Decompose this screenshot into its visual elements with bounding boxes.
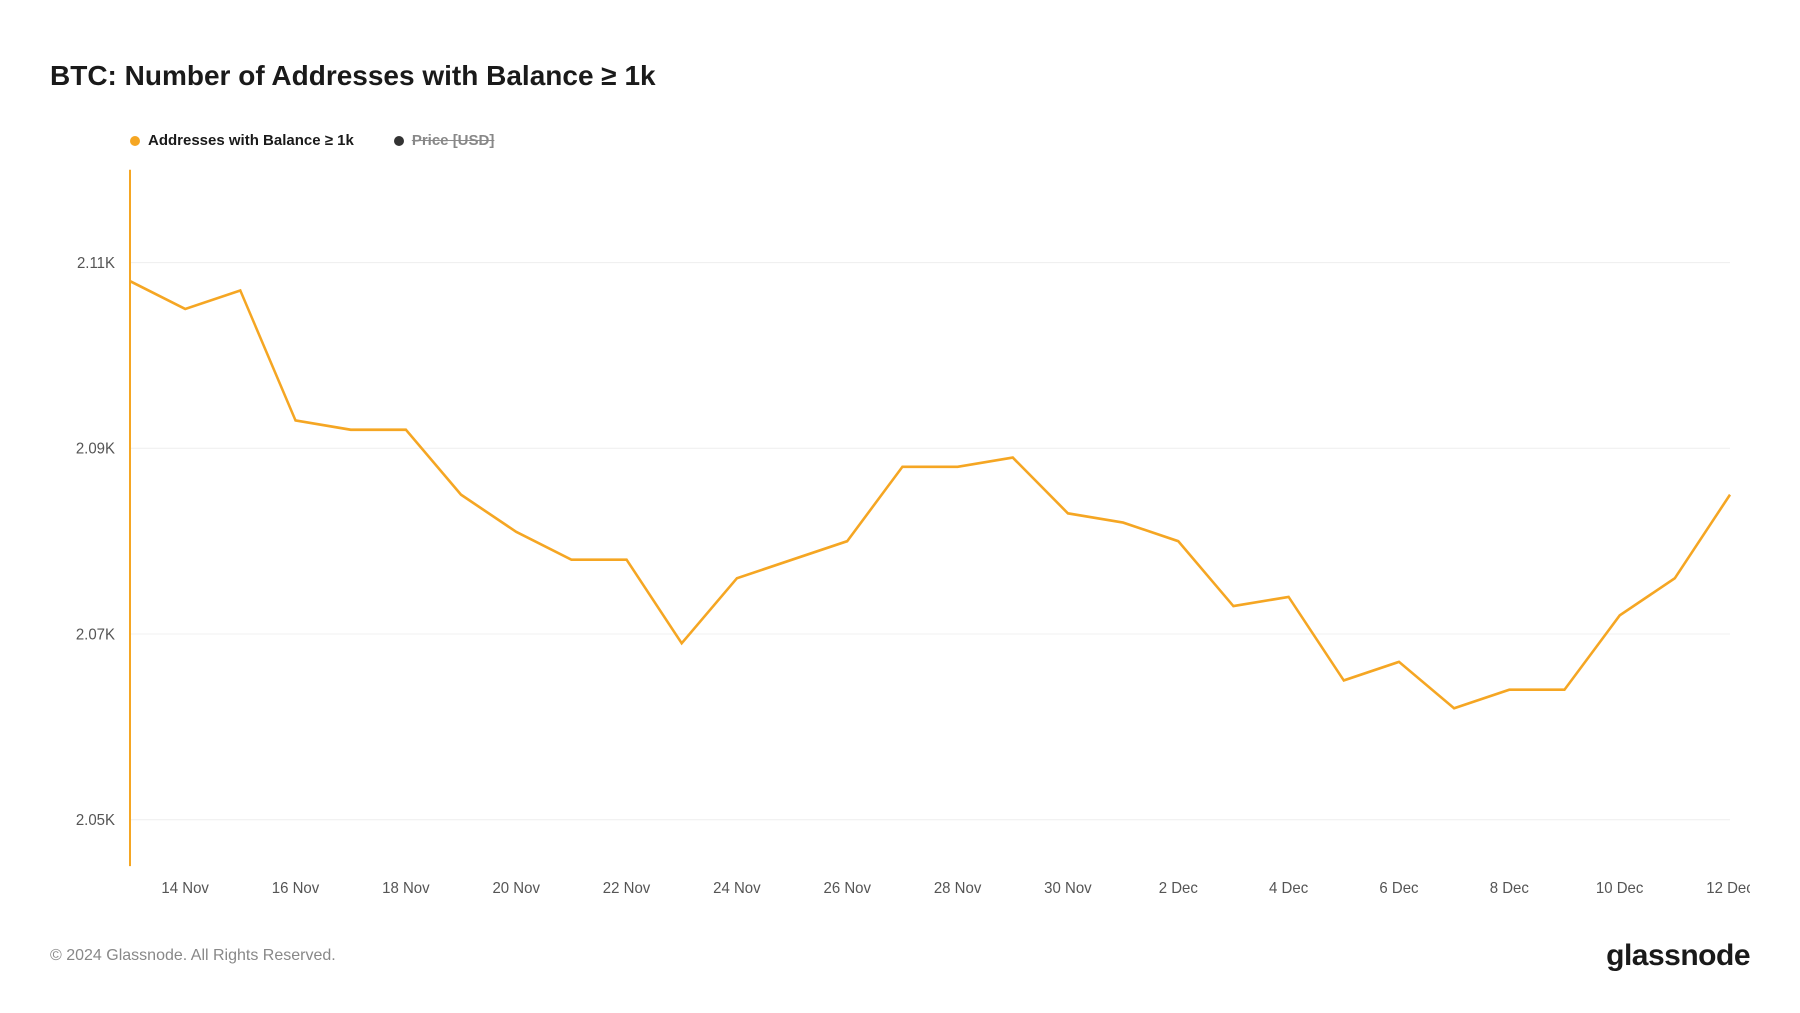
legend-label: Addresses with Balance ≥ 1k bbox=[148, 132, 354, 149]
svg-text:14 Nov: 14 Nov bbox=[161, 879, 209, 897]
svg-text:18 Nov: 18 Nov bbox=[382, 879, 430, 897]
line-chart-svg: 2.05K 2.07K 2.09K 2.11K 14 Nov 16 Nov 18 Nov 20… bbox=[50, 159, 1750, 909]
svg-text:28 Nov: 28 Nov bbox=[934, 879, 982, 897]
legend-label-disabled: Price [USD] bbox=[412, 132, 495, 149]
legend-dot-icon bbox=[130, 136, 140, 146]
legend-item-addresses[interactable]: Addresses with Balance ≥ 1k bbox=[130, 132, 354, 149]
copyright-text: © 2024 Glassnode. All Rights Reserved. bbox=[50, 947, 336, 965]
svg-text:8 Dec: 8 Dec bbox=[1490, 879, 1529, 897]
svg-text:2 Dec: 2 Dec bbox=[1159, 879, 1198, 897]
legend-dot-icon bbox=[394, 136, 404, 146]
svg-text:4 Dec: 4 Dec bbox=[1269, 879, 1308, 897]
svg-text:24 Nov: 24 Nov bbox=[713, 879, 761, 897]
chart-title: BTC: Number of Addresses with Balance ≥ … bbox=[50, 60, 1750, 92]
svg-text:12 Dec: 12 Dec bbox=[1706, 879, 1750, 897]
svg-text:6 Dec: 6 Dec bbox=[1379, 879, 1418, 897]
svg-text:22 Nov: 22 Nov bbox=[603, 879, 651, 897]
svg-text:26 Nov: 26 Nov bbox=[823, 879, 871, 897]
svg-text:16 Nov: 16 Nov bbox=[272, 879, 320, 897]
svg-text:10 Dec: 10 Dec bbox=[1596, 879, 1644, 897]
brand-logo: glassnode bbox=[1606, 939, 1750, 973]
legend-item-price[interactable]: Price [USD] bbox=[394, 132, 495, 149]
svg-text:2.11K: 2.11K bbox=[77, 254, 116, 272]
legend: Addresses with Balance ≥ 1k Price [USD] bbox=[50, 132, 1750, 149]
svg-text:20 Nov: 20 Nov bbox=[492, 879, 540, 897]
svg-text:2.09K: 2.09K bbox=[76, 440, 116, 458]
chart-container: BTC: Number of Addresses with Balance ≥ … bbox=[0, 0, 1800, 1013]
chart-plot-area: 2.05K 2.07K 2.09K 2.11K 14 Nov 16 Nov 18 Nov 20… bbox=[50, 159, 1750, 909]
svg-text:2.07K: 2.07K bbox=[76, 626, 116, 644]
svg-text:2.05K: 2.05K bbox=[76, 812, 116, 830]
svg-text:30 Nov: 30 Nov bbox=[1044, 879, 1092, 897]
footer: © 2024 Glassnode. All Rights Reserved. g… bbox=[50, 939, 1750, 973]
